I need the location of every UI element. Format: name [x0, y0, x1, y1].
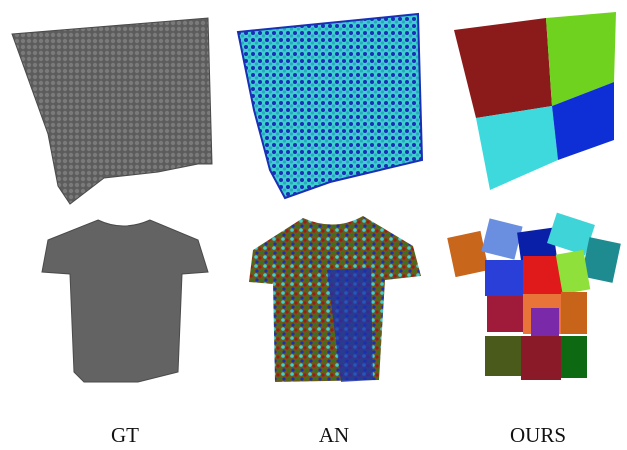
ours-patch-cyan [476, 106, 558, 190]
ours-shoulder-right [547, 212, 595, 256]
an-shirt-render [249, 216, 421, 382]
ours-shirt-render [447, 212, 621, 380]
gt-cloth-shape [11, 17, 213, 205]
an-cloth-shape [236, 12, 424, 200]
ours-sleeve-left [447, 230, 489, 278]
ours-sleeve-right [581, 237, 621, 283]
gt-shirt-render [41, 219, 209, 383]
caption-an: AN [318, 423, 350, 447]
ours-shoulder-left [481, 218, 523, 260]
ours-chest-center [523, 256, 563, 294]
ours-cloth-render [454, 12, 616, 190]
caption-gt: GT [111, 423, 139, 447]
ours-low-center [521, 336, 561, 380]
ours-patch-green [546, 12, 616, 106]
gt-shirt-shape [41, 219, 209, 383]
ours-chest-right [555, 249, 591, 295]
ours-chest-left [485, 260, 523, 296]
ours-patch-blue [552, 82, 614, 160]
ours-mid-left [487, 296, 523, 332]
ours-collar [517, 227, 557, 263]
ours-patch-red [454, 18, 552, 118]
ours-low-right [561, 336, 587, 378]
ours-mid-right [561, 292, 587, 334]
an-shirt-blue-region [327, 268, 373, 382]
gt-cloth-render [11, 17, 213, 205]
an-cloth-render [236, 12, 424, 200]
caption-ours: OURS [509, 423, 567, 447]
ours-low-left [485, 336, 521, 376]
ours-mid-purple [531, 308, 559, 338]
